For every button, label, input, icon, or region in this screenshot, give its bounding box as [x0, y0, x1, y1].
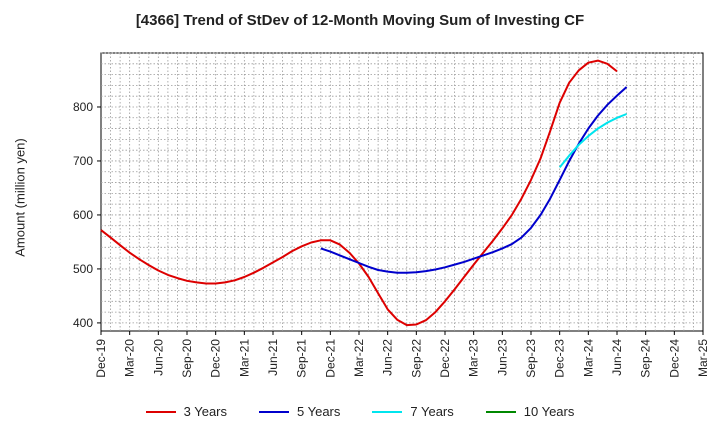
y-tick-label: 700 [73, 154, 93, 168]
x-tick-label: Mar-20 [123, 339, 137, 377]
legend-label-10-years: 10 Years [523, 404, 575, 419]
x-tick-label: Sep-22 [409, 339, 423, 378]
x-tick-label: Mar-24 [581, 339, 595, 377]
x-tick-label: Sep-21 [295, 339, 309, 378]
legend-swatch-3-years [145, 410, 176, 413]
chart-legend: 3 Years 5 Years 7 Years 10 Years [0, 404, 720, 419]
chart-title: [4366] Trend of StDev of 12-Month Moving… [135, 12, 585, 29]
y-tick-label: 400 [73, 316, 93, 330]
legend-item-3-years: 3 Years [145, 404, 227, 419]
legend-label-5-years: 5 Years [297, 404, 341, 419]
y-tick-label: 500 [73, 262, 93, 276]
legend-swatch-5-years [259, 410, 289, 413]
x-tick-label: Sep-20 [180, 339, 194, 378]
x-tick-label: Mar-23 [467, 339, 481, 377]
x-tick-label: Dec-19 [94, 339, 108, 378]
series-line-7-years [558, 113, 627, 169]
x-tick-label: Jun-24 [610, 339, 624, 376]
x-tick-label: Jun-23 [495, 339, 509, 376]
x-tick-label: Mar-22 [352, 339, 366, 377]
x-tick-label: Jun-20 [151, 339, 165, 376]
legend-item-7-years: 7 Years [372, 404, 454, 419]
x-tick-label: Sep-23 [524, 339, 538, 378]
legend-label-7-years: 7 Years [410, 404, 454, 419]
legend-label-3-years: 3 Years [183, 404, 227, 419]
plot-area [100, 52, 704, 332]
x-tick-label: Dec-23 [553, 339, 567, 378]
y-tick-label: 600 [73, 208, 93, 222]
x-tick-label: Sep-24 [639, 339, 653, 378]
legend-item-10-years: 10 Years [485, 404, 575, 419]
x-tick-label: Dec-20 [209, 339, 223, 378]
x-tick-label: Dec-24 [667, 339, 681, 378]
legend-swatch-10-years [485, 410, 516, 413]
x-tick-label: Jun-21 [266, 339, 280, 376]
legend-swatch-7-years [372, 410, 403, 413]
x-tick-label: Mar-21 [237, 339, 251, 377]
x-tick-label: Dec-22 [438, 339, 452, 378]
y-tick-label: 800 [73, 100, 93, 114]
x-tick-label: Jun-22 [381, 339, 395, 376]
x-tick-label: Mar-25 [696, 339, 710, 377]
x-tick-label: Dec-21 [323, 339, 337, 378]
legend-item-5-years: 5 Years [259, 404, 340, 419]
